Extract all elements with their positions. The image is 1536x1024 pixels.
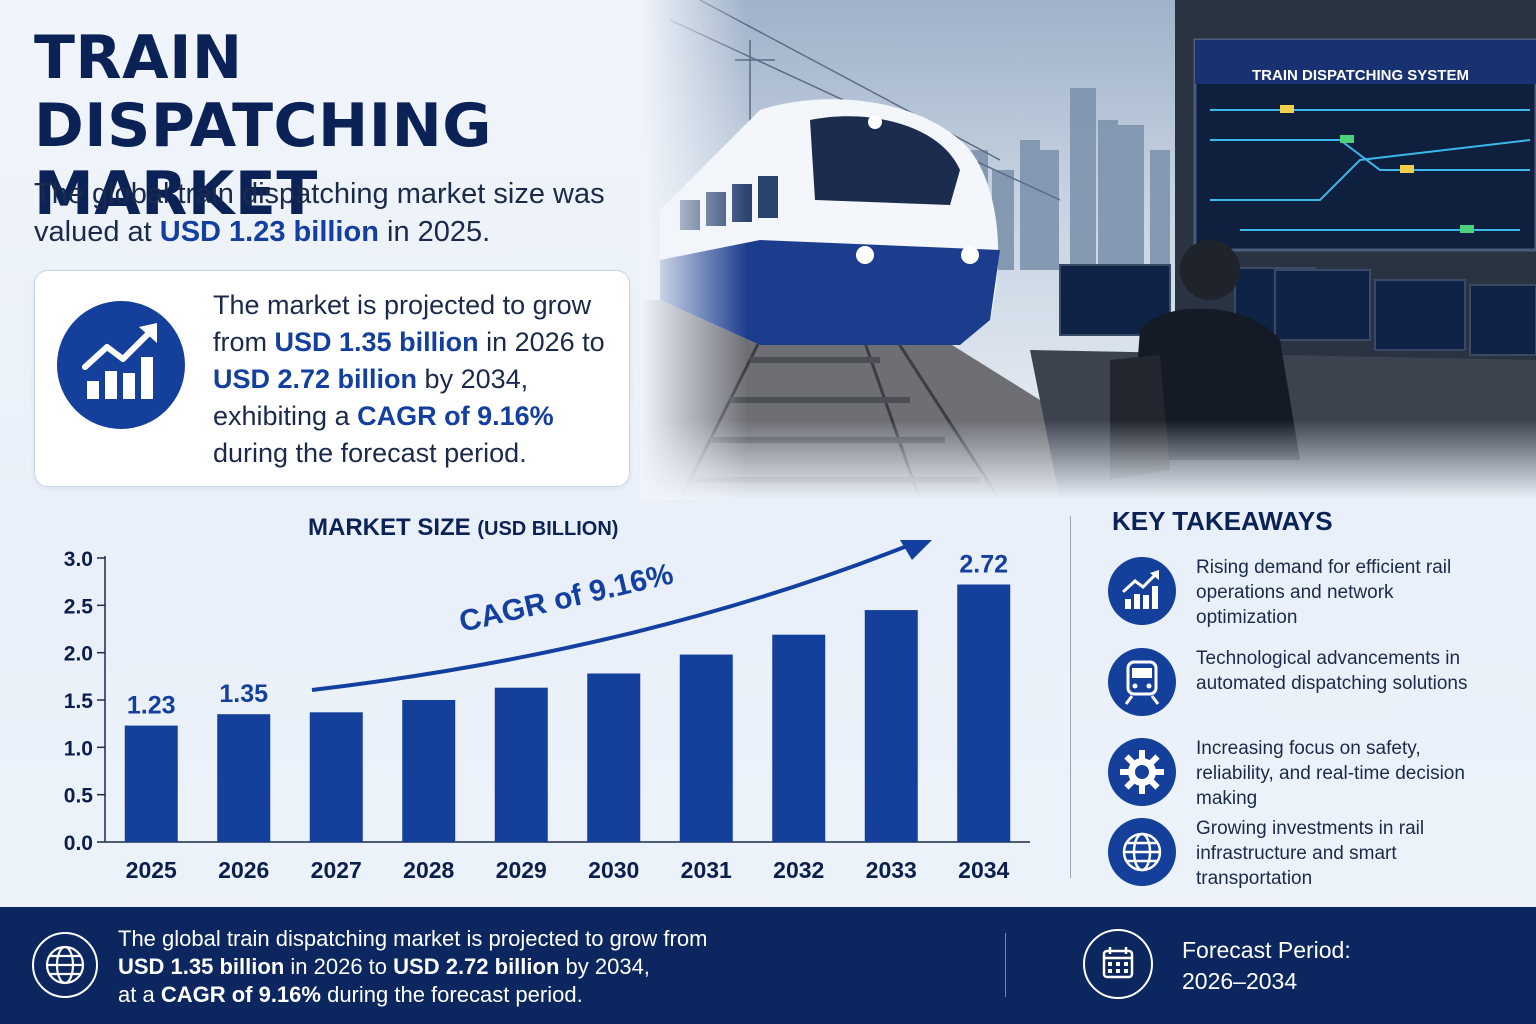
data-label: 1.35 bbox=[219, 680, 268, 708]
projection-t3: by 2034, exhibiting a bbox=[213, 364, 529, 431]
bar bbox=[957, 584, 1011, 842]
takeaway-text: Growing investments in rail infrastructu… bbox=[1196, 818, 1425, 889]
bar bbox=[679, 654, 733, 842]
projection-card: The market is projected to grow from USD… bbox=[34, 270, 630, 487]
forecast-label: Forecast Period: bbox=[1182, 937, 1351, 963]
growth-chart-icon bbox=[57, 301, 185, 429]
footer-text-2b: by 2034, bbox=[559, 954, 650, 979]
x-tick-label: 2032 bbox=[773, 857, 824, 883]
projection-text: The market is projected to grow from USD… bbox=[213, 287, 623, 472]
footer-2034-value: USD 2.72 billion bbox=[393, 954, 560, 979]
projection-t1: The market is projected to grow from bbox=[213, 290, 592, 357]
y-tick-label: 1.0 bbox=[64, 737, 93, 760]
data-label: 2.72 bbox=[959, 551, 1008, 579]
takeaway-text: Increasing focus on safety, reliability,… bbox=[1196, 738, 1465, 809]
bar bbox=[494, 687, 548, 842]
chart-title-main: MARKET SIZE bbox=[308, 514, 471, 541]
chart-title: MARKET SIZE (USD BILLION) bbox=[308, 514, 618, 542]
market-size-bar-chart: 0.0 0.5 1.0 1.5 2.0 2.5 3.0 2025 1.23 2026 1.35 202… bbox=[64, 540, 1030, 883]
x-tick-label: 2027 bbox=[311, 857, 362, 883]
y-tick-label: 0.0 bbox=[64, 832, 93, 855]
footer-line-1: The global train dispatching market is p… bbox=[118, 926, 708, 951]
y-tick-label: 2.5 bbox=[64, 595, 94, 618]
hero-image: TRAIN DISPATCHING SYSTEM bbox=[640, 0, 1536, 500]
takeaway-item: Technological advancements in automated … bbox=[1108, 648, 1528, 728]
page-title: TRAIN DISPATCHING MARKET bbox=[34, 23, 493, 229]
intro-value: USD 1.23 billion bbox=[159, 216, 379, 248]
bar bbox=[217, 714, 271, 842]
forecast-value: 2026–2034 bbox=[1182, 968, 1298, 994]
cagr-arrow bbox=[311, 540, 923, 692]
intro-post: in 2025. bbox=[378, 216, 491, 248]
takeaway-text: Technological advancements in automated … bbox=[1196, 648, 1468, 694]
globe-icon bbox=[32, 932, 98, 998]
footer-cagr: CAGR of 9.16% bbox=[160, 982, 321, 1007]
calendar-icon bbox=[1083, 929, 1153, 999]
train-icon bbox=[1108, 648, 1176, 716]
footer-2026-value: USD 1.35 billion bbox=[118, 954, 285, 979]
y-tick-label: 0.5 bbox=[64, 785, 94, 808]
cagr-annotation: CAGR of 9.16% bbox=[456, 558, 676, 639]
train-control-room-illustration: TRAIN DISPATCHING SYSTEM bbox=[640, 0, 1536, 500]
x-tick-label: 2028 bbox=[403, 857, 454, 883]
intro-text: The global train dispatching market size… bbox=[34, 175, 634, 251]
projection-2034-value: USD 2.72 billion bbox=[213, 364, 418, 394]
y-tick-label: 3.0 bbox=[64, 548, 93, 571]
x-tick-label: 2026 bbox=[218, 857, 269, 883]
growth-chart-icon bbox=[1108, 557, 1176, 625]
y-tick-label: 2.0 bbox=[64, 643, 93, 666]
bar bbox=[864, 610, 918, 842]
intro-pre: The global train dispatching market size… bbox=[34, 178, 605, 248]
bar bbox=[402, 700, 456, 842]
takeaway-item: Increasing focus on safety, reliability,… bbox=[1108, 738, 1528, 818]
footer-line-3: at a CAGR of 9.16% during the forecast p… bbox=[118, 981, 798, 1009]
footer-banner: The global train dispatching market is p… bbox=[0, 907, 1536, 1024]
footer-text-3a: at a bbox=[118, 982, 161, 1007]
y-tick-label: 1.5 bbox=[64, 690, 94, 713]
key-takeaways-title: KEY TAKEAWAYS bbox=[1112, 506, 1333, 536]
bar bbox=[772, 634, 826, 842]
gear-icon bbox=[1108, 738, 1176, 806]
footer-line-2: USD 1.35 billion in 2026 to USD 2.72 bil… bbox=[118, 953, 798, 981]
projection-t4: during the forecast period. bbox=[213, 438, 527, 468]
cagr-arrow-head bbox=[900, 540, 932, 560]
x-tick-label: 2029 bbox=[496, 857, 547, 883]
screen-title: TRAIN DISPATCHING SYSTEM bbox=[1252, 67, 1469, 84]
footer-text-2a: in 2026 to bbox=[284, 954, 394, 979]
bar bbox=[587, 673, 641, 842]
x-tick-label: 2030 bbox=[588, 857, 639, 883]
bar bbox=[309, 712, 363, 842]
x-tick-label: 2033 bbox=[866, 857, 917, 883]
x-tick-label: 2034 bbox=[958, 857, 1009, 883]
chart-title-unit: (USD BILLION) bbox=[477, 518, 619, 540]
x-tick-label: 2031 bbox=[681, 857, 732, 883]
section-divider bbox=[1070, 516, 1071, 878]
footer-summary: The global train dispatching market is p… bbox=[118, 925, 798, 1009]
footer-divider bbox=[1005, 933, 1006, 997]
forecast-period: Forecast Period: 2026–2034 bbox=[1182, 935, 1351, 997]
globe-icon bbox=[1108, 818, 1176, 886]
data-label: 1.23 bbox=[127, 692, 176, 720]
bar bbox=[124, 725, 178, 842]
takeaway-item: Rising demand for efficient rail operati… bbox=[1108, 557, 1528, 637]
takeaway-item: Growing investments in rail infrastructu… bbox=[1108, 818, 1528, 898]
x-tick-label: 2025 bbox=[126, 857, 177, 883]
projection-t2: in 2026 to bbox=[478, 327, 605, 357]
footer-text-3b: during the forecast period. bbox=[320, 982, 583, 1007]
projection-cagr: CAGR of 9.16% bbox=[357, 401, 554, 431]
takeaway-text: Rising demand for efficient rail operati… bbox=[1196, 557, 1452, 628]
projection-2026-value: USD 1.35 billion bbox=[274, 327, 479, 357]
